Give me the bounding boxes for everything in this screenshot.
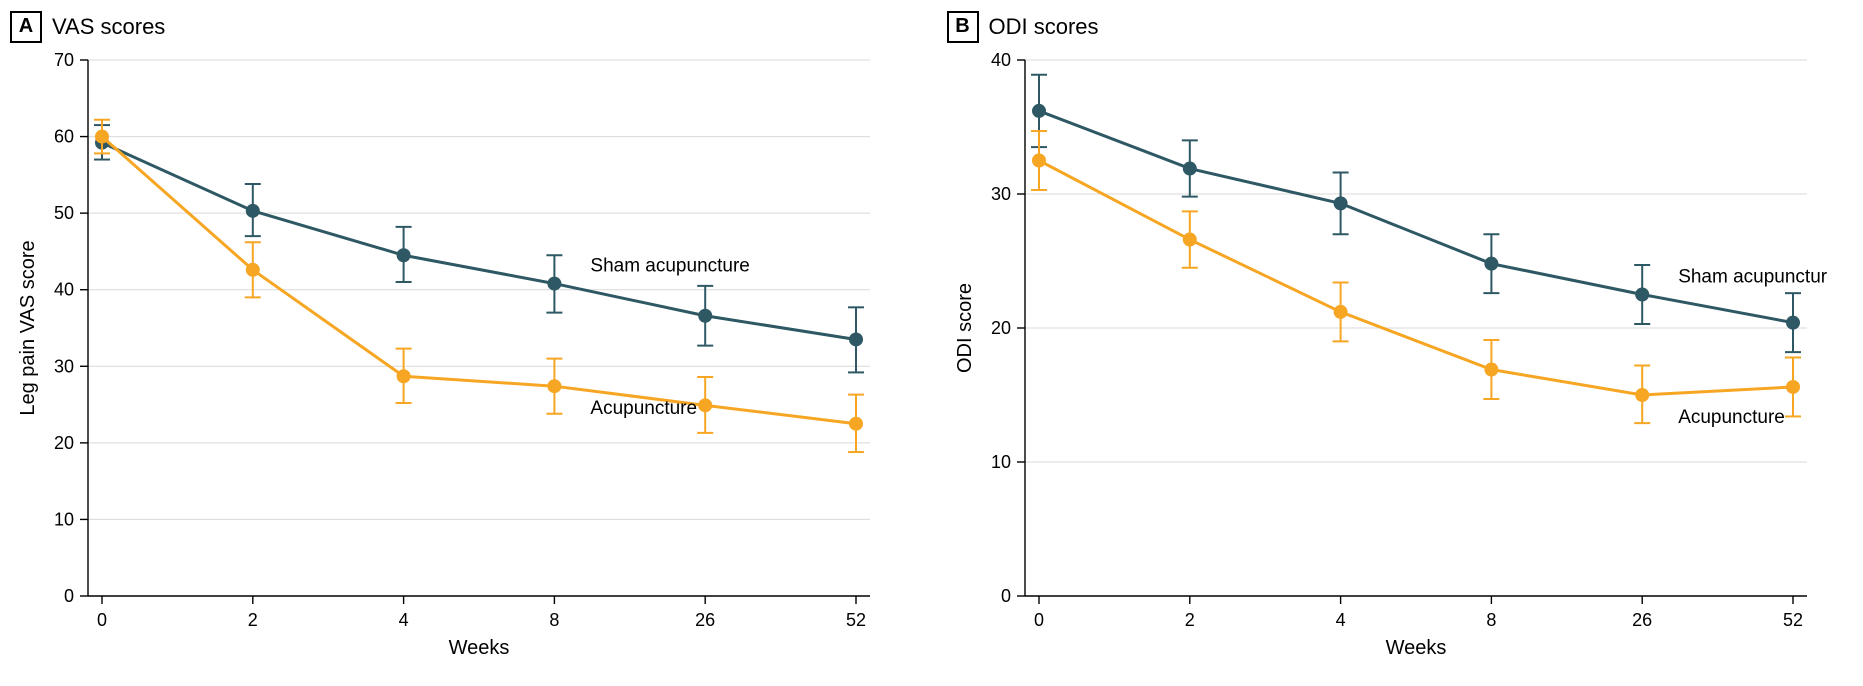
svg-text:26: 26 <box>1632 610 1652 630</box>
panel-b-header: B ODI scores <box>947 10 1844 44</box>
svg-text:Acupuncture: Acupuncture <box>1678 407 1785 428</box>
svg-text:30: 30 <box>990 184 1010 204</box>
svg-text:2: 2 <box>248 610 258 630</box>
panel-a-letter: A <box>10 11 42 43</box>
svg-text:0: 0 <box>97 610 107 630</box>
svg-text:Sham acupuncture: Sham acupuncture <box>1678 267 1827 288</box>
svg-text:8: 8 <box>1486 610 1496 630</box>
svg-text:ODI score: ODI score <box>954 283 976 373</box>
svg-text:40: 40 <box>54 280 74 300</box>
svg-text:0: 0 <box>1033 610 1043 630</box>
svg-text:Leg pain VAS score: Leg pain VAS score <box>17 240 39 415</box>
svg-text:60: 60 <box>54 127 74 147</box>
panel-a: A VAS scores 010203040506070Leg pain VAS… <box>10 10 907 676</box>
svg-text:10: 10 <box>990 452 1010 472</box>
svg-text:30: 30 <box>54 356 74 376</box>
svg-text:52: 52 <box>1782 610 1802 630</box>
svg-text:0: 0 <box>1000 586 1010 606</box>
svg-text:0: 0 <box>64 586 74 606</box>
panel-b: B ODI scores 0 10 20 30 40 ODI score 0 2 4 8 26 52 W… <box>947 10 1844 676</box>
svg-text:40: 40 <box>990 50 1010 70</box>
svg-text:20: 20 <box>990 318 1010 338</box>
panel-b-chart: 0 10 20 30 40 ODI score 0 2 4 8 26 52 Weeks Sham acup… <box>947 50 1844 676</box>
svg-text:Sham acupuncture: Sham acupuncture <box>590 256 750 277</box>
panel-a-svg: 0 10 20 30 40 50 60 70 Leg pain VAS score 0 2 4 8 26 5… <box>10 50 890 670</box>
panel-a-chart: 0 10 20 30 40 50 60 70 Leg pain VAS score 0 2 4 8 26 5… <box>10 50 907 676</box>
svg-text:10: 10 <box>54 509 74 529</box>
svg-text:8: 8 <box>549 610 559 630</box>
svg-text:Acupuncture: Acupuncture <box>590 398 697 419</box>
svg-text:2: 2 <box>1184 610 1194 630</box>
panel-b-title: ODI scores <box>989 14 1099 40</box>
panel-a-title: VAS scores <box>52 14 165 40</box>
figure-root: A VAS scores 010203040506070Leg pain VAS… <box>0 0 1863 686</box>
panel-b-svg: 0 10 20 30 40 ODI score 0 2 4 8 26 52 Weeks Sham acup… <box>947 50 1827 670</box>
svg-text:4: 4 <box>1335 610 1345 630</box>
svg-text:4: 4 <box>399 610 409 630</box>
svg-text:70: 70 <box>54 50 74 70</box>
panel-a-header: A VAS scores <box>10 10 907 44</box>
svg-text:50: 50 <box>54 203 74 223</box>
svg-text:20: 20 <box>54 433 74 453</box>
panel-b-letter: B <box>947 11 979 43</box>
svg-text:26: 26 <box>695 610 715 630</box>
svg-text:Weeks: Weeks <box>449 637 510 659</box>
svg-text:Weeks: Weeks <box>1385 637 1446 659</box>
svg-text:52: 52 <box>846 610 866 630</box>
